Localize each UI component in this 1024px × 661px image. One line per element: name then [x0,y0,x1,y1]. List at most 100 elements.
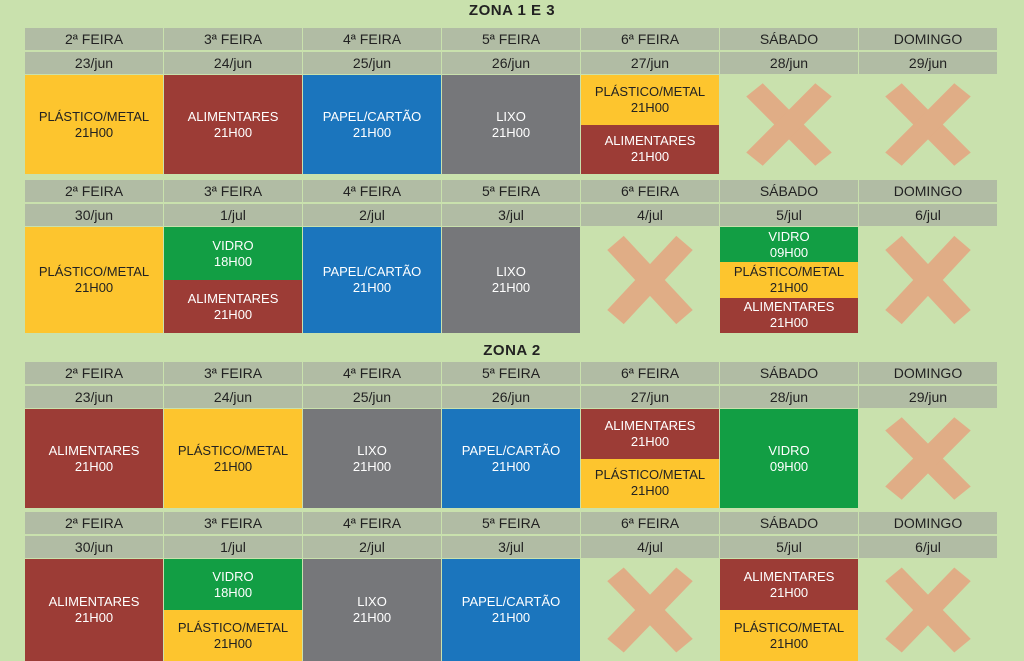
no-collection-cross-icon [859,75,997,174]
collection-time: 21H00 [352,280,392,295]
collection-cell [859,75,997,174]
waste-type-label: ALIMENTARES [187,108,279,124]
collection-cell: LIXO 21H00 [442,75,580,174]
collection-block: ALIMENTARES 21H00 [25,559,163,661]
collection-cell: PAPEL/CARTÃO 21H00 [442,559,580,661]
date-header: 27/jun [581,52,719,74]
collection-cell [859,227,997,333]
date-header: 29/jun [859,386,997,408]
no-collection-cross-icon [859,559,997,661]
date-header: 25/jun [303,52,441,74]
date-header: 29/jun [859,52,997,74]
collection-cell: LIXO 21H00 [303,409,441,508]
day-column: 2ª FEIRA 30/jun ALIMENTARES 21H00 [25,512,163,661]
day-column: SÁBADO 28/jun VIDRO 09H00 [720,362,858,508]
weekday-header: 3ª FEIRA [164,362,302,384]
collection-time: 21H00 [630,433,670,449]
collection-block: ALIMENTARES 21H00 [720,559,858,610]
collection-block: PLÁSTICO/METAL 21H00 [581,75,719,125]
zone-1-3-title: ZONA 1 E 3 [468,2,556,19]
collection-block: PAPEL/CARTÃO 21H00 [303,227,441,333]
collection-block: PAPEL/CARTÃO 21H00 [303,75,441,174]
weekday-header: DOMINGO [859,512,997,534]
waste-type-label: ALIMENTARES [743,299,835,315]
date-header: 6/jul [859,204,997,226]
date-header: 24/jun [164,386,302,408]
collection-cell: VIDRO 09H00 [720,409,858,508]
collection-cell: PAPEL/CARTÃO 21H00 [303,227,441,333]
collection-cell: VIDRO 09H00 PLÁSTICO/METAL 21H00 ALIMENTARES… [720,227,858,333]
date-header: 5/jul [720,204,858,226]
collection-block: PAPEL/CARTÃO 21H00 [442,409,580,508]
collection-block: LIXO 21H00 [303,409,441,508]
waste-type-label: VIDRO [768,228,810,244]
day-column: 4ª FEIRA 25/jun LIXO 21H00 [303,362,441,508]
weekday-header: 6ª FEIRA [581,512,719,534]
collection-cell: ALIMENTARES 21H00 PLÁSTICO/METAL 21H00 [581,409,719,508]
weekday-header: 3ª FEIRA [164,512,302,534]
day-column: 5ª FEIRA 26/jun PAPEL/CARTÃO 21H00 [442,362,580,508]
collection-block: PLÁSTICO/METAL 21H00 [164,610,302,661]
waste-type-label: ALIMENTARES [604,133,696,149]
collection-time: 21H00 [491,124,531,140]
collection-time: 21H00 [213,124,253,140]
collection-time: 21H00 [769,635,809,651]
collection-time: 21H00 [213,306,253,322]
waste-type-label: PAPEL/CARTÃO [322,264,422,279]
waste-type-label: PLÁSTICO/METAL [38,108,150,124]
collection-time: 21H00 [769,315,809,331]
collection-cell: PLÁSTICO/METAL 21H00 [25,227,163,333]
collection-time: 21H00 [352,610,392,625]
waste-type-label: PLÁSTICO/METAL [38,264,150,279]
collection-block: ALIMENTARES 21H00 [25,409,163,508]
weekday-header: 5ª FEIRA [442,28,580,50]
date-header: 30/jun [25,204,163,226]
collection-time: 21H00 [491,458,531,474]
weekday-header: SÁBADO [720,28,858,50]
collection-cell: VIDRO 18H00 ALIMENTARES 21H00 [164,227,302,333]
day-column: 5ª FEIRA 3/jul PAPEL/CARTÃO 21H00 [442,512,580,661]
weekday-header: 3ª FEIRA [164,28,302,50]
day-column: SÁBADO 5/jul VIDRO 09H00 PLÁSTICO/METAL 21H00… [720,180,858,333]
weekday-header: 5ª FEIRA [442,512,580,534]
collection-cell: LIXO 21H00 [442,227,580,333]
weekday-header: 6ª FEIRA [581,362,719,384]
waste-type-label: PLÁSTICO/METAL [733,619,845,635]
weekday-header: 5ª FEIRA [442,362,580,384]
collection-time: 21H00 [213,458,253,474]
collection-block: VIDRO 09H00 [720,227,858,263]
day-column: 2ª FEIRA 30/jun PLÁSTICO/METAL 21H00 [25,180,163,333]
day-column: 3ª FEIRA 1/jul VIDRO 18H00 PLÁSTICO/METAL 21H… [164,512,302,661]
weekday-header: SÁBADO [720,180,858,202]
date-header: 1/jul [164,536,302,558]
collection-time: 21H00 [74,458,114,474]
waste-type-label: ALIMENTARES [187,290,279,306]
day-column: 2ª FEIRA 23/jun PLÁSTICO/METAL 21H00 [25,28,163,174]
date-header: 28/jun [720,52,858,74]
collection-block: LIXO 21H00 [442,227,580,333]
collection-cell: LIXO 21H00 [303,559,441,661]
no-collection-cross-icon [859,409,997,508]
weekday-header: 3ª FEIRA [164,180,302,202]
weekday-header: SÁBADO [720,512,858,534]
day-column: 5ª FEIRA 26/jun LIXO 21H00 [442,28,580,174]
no-collection-cross-icon [859,227,997,333]
date-header: 3/jul [442,204,580,226]
collection-block: PLÁSTICO/METAL 21H00 [720,610,858,661]
collection-block: ALIMENTARES 21H00 [581,409,719,459]
weekday-header: 4ª FEIRA [303,28,441,50]
date-header: 4/jul [581,536,719,558]
waste-type-label: ALIMENTARES [743,568,835,584]
weekday-header: 2ª FEIRA [25,28,163,50]
collection-time: 21H00 [352,458,392,474]
day-column: SÁBADO 28/jun [720,28,858,174]
date-header: 26/jun [442,386,580,408]
day-column: 3ª FEIRA 24/jun ALIMENTARES 21H00 [164,28,302,174]
collection-time: 21H00 [630,483,670,499]
weekday-header: 2ª FEIRA [25,180,163,202]
collection-cell: ALIMENTARES 21H00 [25,409,163,508]
waste-type-label: PLÁSTICO/METAL [177,442,289,458]
date-header: 4/jul [581,204,719,226]
collection-cell [859,409,997,508]
date-header: 27/jun [581,386,719,408]
